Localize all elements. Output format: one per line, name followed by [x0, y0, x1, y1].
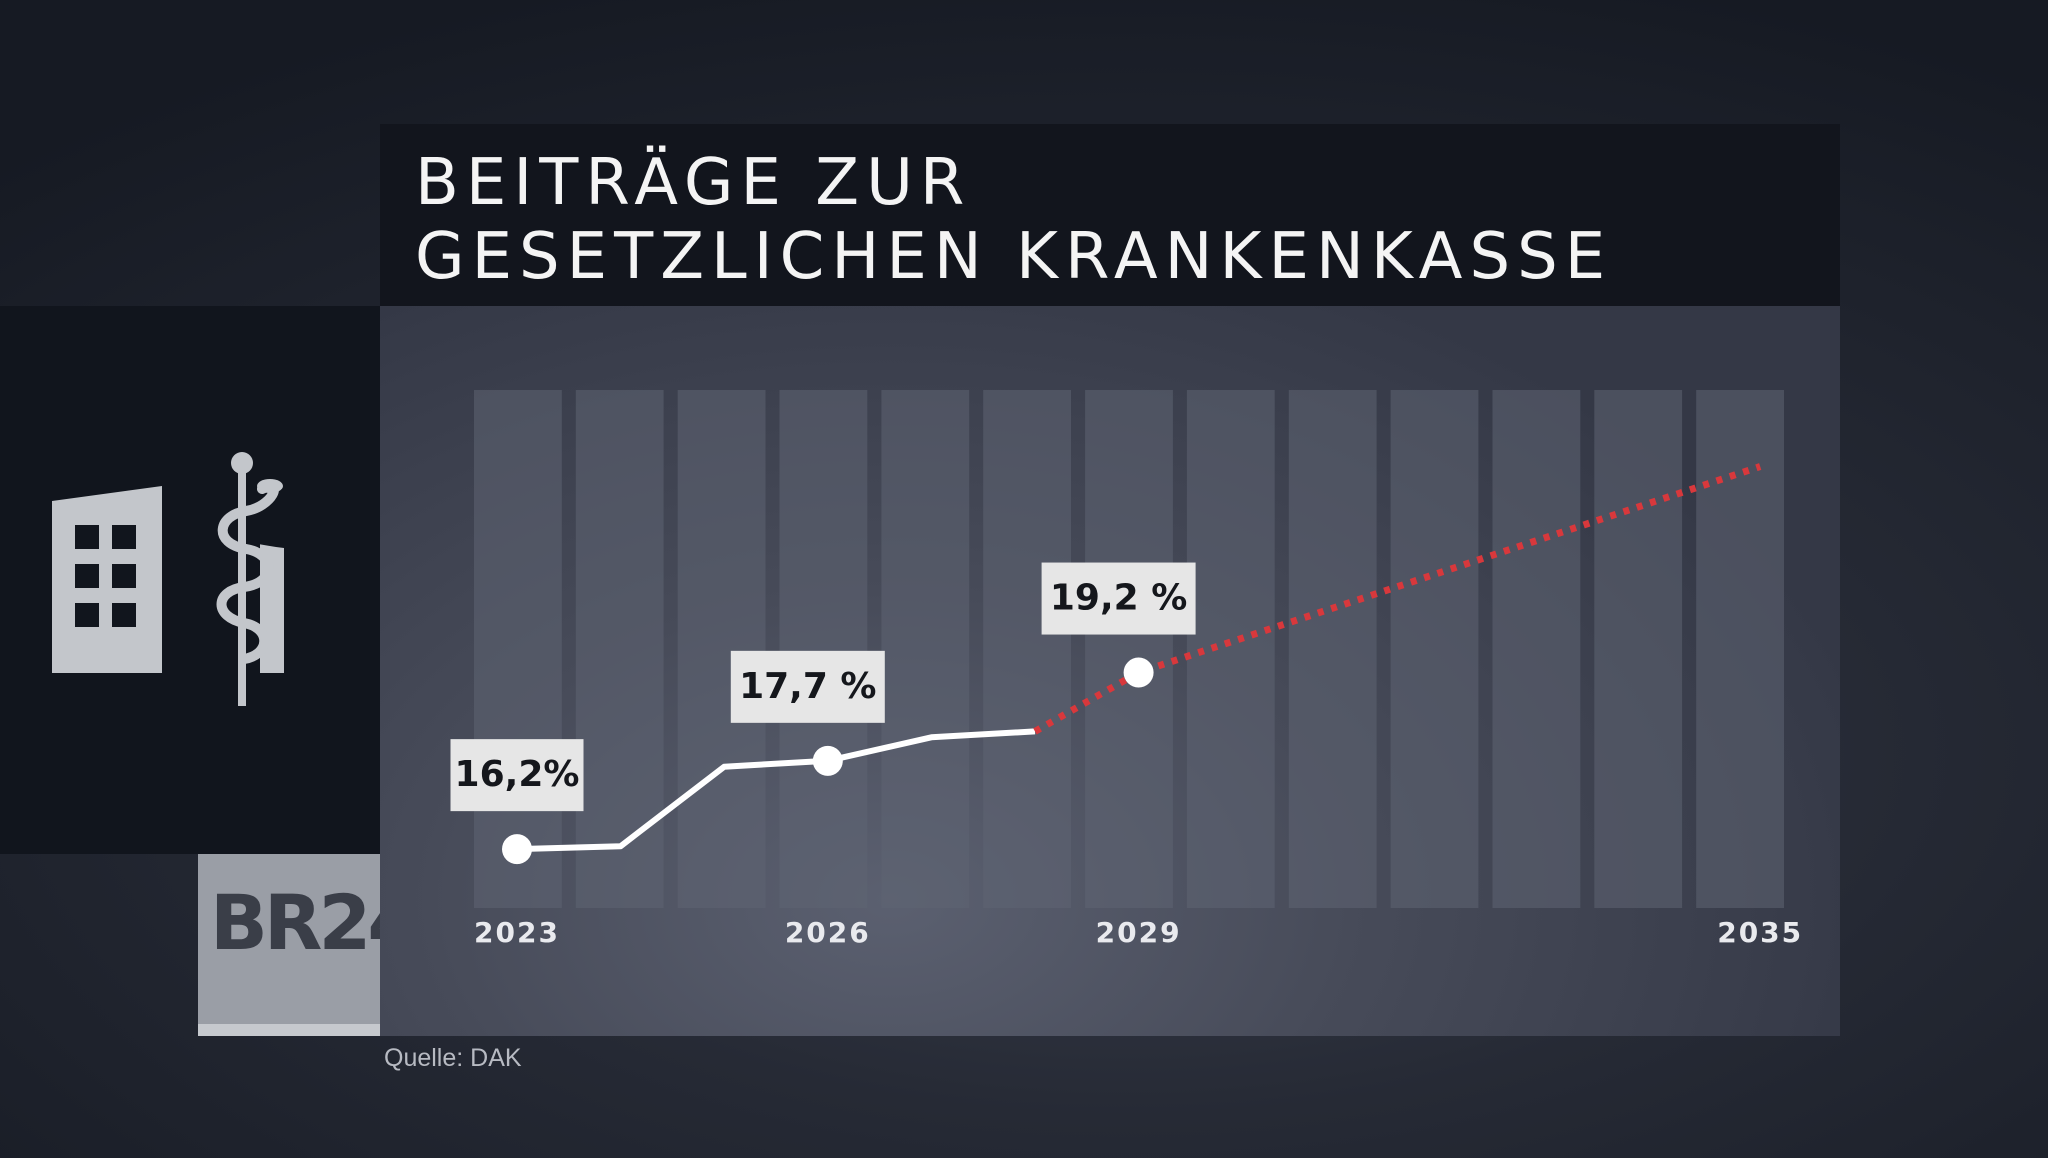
year-column — [1492, 390, 1581, 908]
title-band: BEITRÄGE ZUR GESETZLICHEN KRANKENKASSE — [380, 124, 1840, 306]
data-label: 17,7 % — [739, 666, 876, 707]
data-point-marker — [812, 745, 843, 776]
actual-line — [516, 728, 1036, 853]
year-column — [1594, 390, 1683, 908]
data-point-marker — [502, 834, 532, 865]
x-tick-label: 2026 — [785, 916, 871, 949]
br24-logo: BR24 — [198, 854, 380, 1036]
chart-title: BEITRÄGE ZUR GESETZLICHEN KRANKENKASSE — [415, 146, 1613, 294]
x-tick-label: 2035 — [1717, 916, 1803, 949]
hospital-icon — [52, 451, 284, 713]
asclepius-staff-icon — [216, 452, 283, 706]
logo-underline — [198, 1024, 380, 1036]
data-label: 16,2% — [455, 754, 580, 795]
data-label-box — [450, 739, 584, 812]
year-column — [1288, 390, 1377, 908]
year-column — [1696, 390, 1784, 908]
year-column — [1085, 390, 1173, 908]
br24-logo-text: BR24 — [210, 878, 380, 967]
year-column — [779, 390, 868, 908]
x-tick-label: 2029 — [1096, 916, 1182, 949]
source-note: Quelle: DAK — [384, 1044, 522, 1072]
data-label-box — [730, 650, 885, 723]
year-column — [575, 390, 664, 908]
year-column — [474, 390, 562, 908]
data-label-box — [1041, 562, 1196, 635]
year-column — [881, 390, 970, 908]
year-column — [1390, 390, 1479, 908]
year-column — [983, 390, 1071, 908]
icon-panel — [0, 306, 380, 854]
data-label: 19,2 % — [1050, 578, 1187, 619]
data-point-marker — [1123, 657, 1154, 688]
year-column — [677, 390, 766, 908]
x-tick-label: 2023 — [474, 916, 560, 949]
